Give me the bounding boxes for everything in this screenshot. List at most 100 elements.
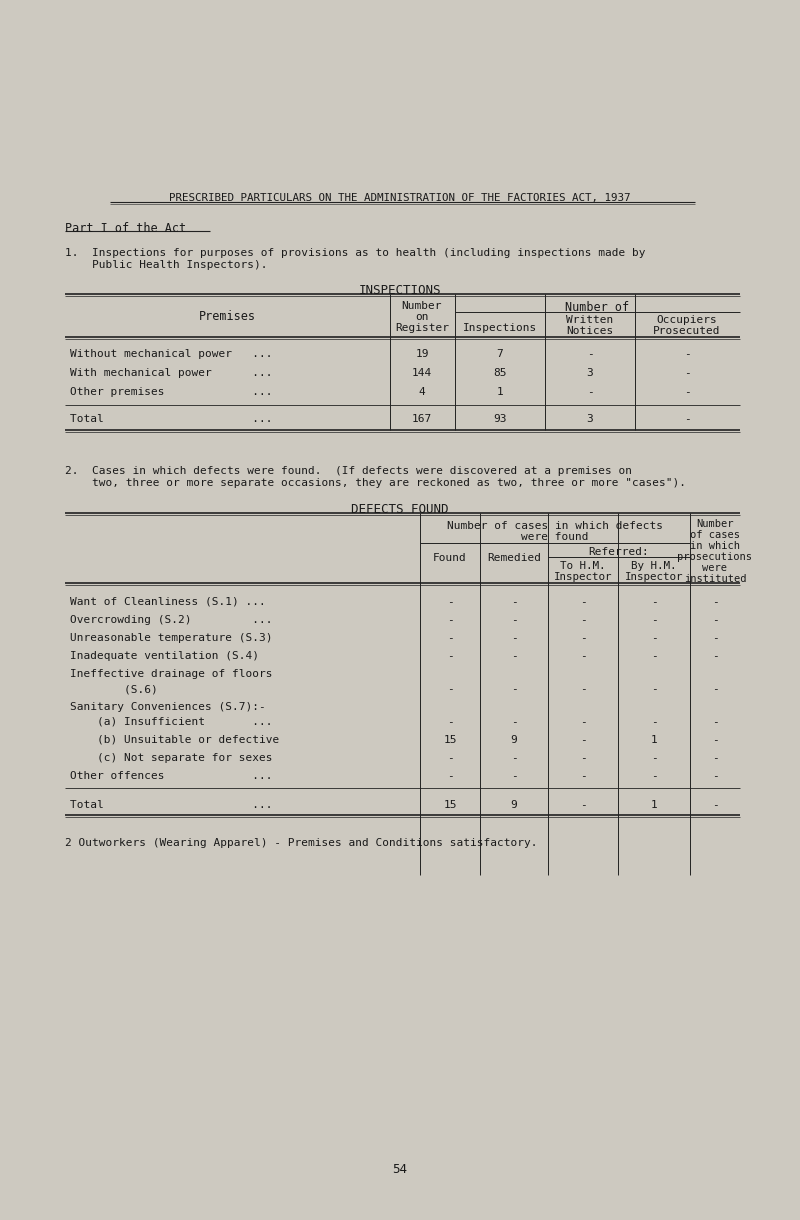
Text: 85: 85 xyxy=(494,368,506,378)
Text: -: - xyxy=(510,597,518,608)
Text: -: - xyxy=(684,387,690,396)
Text: -: - xyxy=(580,800,586,810)
Text: -: - xyxy=(684,349,690,359)
Text: Overcrowding (S.2)         ...: Overcrowding (S.2) ... xyxy=(70,615,273,625)
Text: 1: 1 xyxy=(650,734,658,745)
Text: Inspector: Inspector xyxy=(554,572,612,582)
Text: -: - xyxy=(446,651,454,661)
Text: -: - xyxy=(580,597,586,608)
Text: -: - xyxy=(510,651,518,661)
Text: Total                      ...: Total ... xyxy=(70,414,273,425)
Text: -: - xyxy=(446,615,454,625)
Text: in which: in which xyxy=(690,540,740,551)
Text: -: - xyxy=(510,684,518,694)
Text: on: on xyxy=(415,312,429,322)
Text: -: - xyxy=(712,615,718,625)
Text: By H.M.: By H.M. xyxy=(631,561,677,571)
Text: Other offences             ...: Other offences ... xyxy=(70,771,273,781)
Text: Notices: Notices xyxy=(566,326,614,336)
Text: two, three or more separate occasions, they are reckoned as two, three or more ": two, three or more separate occasions, t… xyxy=(65,478,686,488)
Text: Written: Written xyxy=(566,315,614,325)
Text: 2 Outworkers (Wearing Apparel) - Premises and Conditions satisfactory.: 2 Outworkers (Wearing Apparel) - Premise… xyxy=(65,838,538,848)
Text: -: - xyxy=(650,771,658,781)
Text: 19: 19 xyxy=(415,349,429,359)
Text: -: - xyxy=(446,597,454,608)
Text: -: - xyxy=(580,734,586,745)
Text: were: were xyxy=(702,562,727,573)
Text: -: - xyxy=(650,633,658,643)
Text: Premises: Premises xyxy=(198,310,255,323)
Text: -: - xyxy=(712,800,718,810)
Text: -: - xyxy=(510,753,518,762)
Text: INSPECTIONS: INSPECTIONS xyxy=(358,284,442,296)
Text: PRESCRIBED PARTICULARS ON THE ADMINISTRATION OF THE FACTORIES ACT, 1937: PRESCRIBED PARTICULARS ON THE ADMINISTRA… xyxy=(170,193,630,203)
Text: 4: 4 xyxy=(418,387,426,396)
Text: -: - xyxy=(580,651,586,661)
Text: -: - xyxy=(650,717,658,727)
Text: 167: 167 xyxy=(412,414,432,425)
Text: were found: were found xyxy=(522,532,589,542)
Text: 9: 9 xyxy=(510,800,518,810)
Text: -: - xyxy=(712,753,718,762)
Text: -: - xyxy=(446,684,454,694)
Text: -: - xyxy=(650,615,658,625)
Text: -: - xyxy=(586,387,594,396)
Text: -: - xyxy=(580,717,586,727)
Text: Number of: Number of xyxy=(565,301,629,314)
Text: 144: 144 xyxy=(412,368,432,378)
Text: -: - xyxy=(712,651,718,661)
Text: DEFECTS FOUND: DEFECTS FOUND xyxy=(351,503,449,516)
Text: Unreasonable temperature (S.3): Unreasonable temperature (S.3) xyxy=(70,633,273,643)
Text: 1: 1 xyxy=(497,387,503,396)
Text: 93: 93 xyxy=(494,414,506,425)
Text: Number: Number xyxy=(696,518,734,529)
Text: Total                      ...: Total ... xyxy=(70,800,273,810)
Text: -: - xyxy=(446,633,454,643)
Text: Occupiers: Occupiers xyxy=(657,315,718,325)
Text: Ineffective drainage of floors: Ineffective drainage of floors xyxy=(70,669,273,680)
Text: -: - xyxy=(650,651,658,661)
Text: 1: 1 xyxy=(650,800,658,810)
Text: Prosecuted: Prosecuted xyxy=(654,326,721,336)
Text: -: - xyxy=(510,615,518,625)
Text: Want of Cleanliness (S.1) ...: Want of Cleanliness (S.1) ... xyxy=(70,597,266,608)
Text: -: - xyxy=(446,717,454,727)
Text: -: - xyxy=(586,349,594,359)
Text: -: - xyxy=(650,753,658,762)
Text: (b) Unsuitable or defective: (b) Unsuitable or defective xyxy=(70,734,279,745)
Text: -: - xyxy=(712,717,718,727)
Text: Register: Register xyxy=(395,323,449,333)
Text: 7: 7 xyxy=(497,349,503,359)
Text: 54: 54 xyxy=(393,1163,407,1176)
Text: Without mechanical power   ...: Without mechanical power ... xyxy=(70,349,273,359)
Text: To H.M.: To H.M. xyxy=(560,561,606,571)
Text: Number: Number xyxy=(402,301,442,311)
Text: Public Health Inspectors).: Public Health Inspectors). xyxy=(65,260,267,270)
Text: -: - xyxy=(580,633,586,643)
Text: instituted: instituted xyxy=(684,573,746,584)
Text: of cases: of cases xyxy=(690,529,740,540)
Text: 3: 3 xyxy=(586,368,594,378)
Text: Part I of the Act: Part I of the Act xyxy=(65,222,186,235)
Text: (c) Not separate for sexes: (c) Not separate for sexes xyxy=(70,753,273,762)
Text: -: - xyxy=(712,734,718,745)
Text: With mechanical power      ...: With mechanical power ... xyxy=(70,368,273,378)
Text: Inadequate ventilation (S.4): Inadequate ventilation (S.4) xyxy=(70,651,259,661)
Text: (a) Insufficient       ...: (a) Insufficient ... xyxy=(70,717,273,727)
Text: (S.6): (S.6) xyxy=(70,684,158,694)
Text: -: - xyxy=(712,597,718,608)
Text: Remedied: Remedied xyxy=(487,553,541,562)
Text: -: - xyxy=(712,633,718,643)
Text: Inspector: Inspector xyxy=(625,572,683,582)
Text: Inspections: Inspections xyxy=(463,323,537,333)
Text: -: - xyxy=(684,414,690,425)
Text: 1.  Inspections for purposes of provisions as to health (including inspections m: 1. Inspections for purposes of provision… xyxy=(65,248,646,257)
Text: -: - xyxy=(446,771,454,781)
Text: Sanitary Conveniences (S.7):-: Sanitary Conveniences (S.7):- xyxy=(70,702,266,712)
Text: Found: Found xyxy=(433,553,467,562)
Text: 3: 3 xyxy=(586,414,594,425)
Text: -: - xyxy=(684,368,690,378)
Text: -: - xyxy=(712,684,718,694)
Text: -: - xyxy=(510,717,518,727)
Text: -: - xyxy=(510,771,518,781)
